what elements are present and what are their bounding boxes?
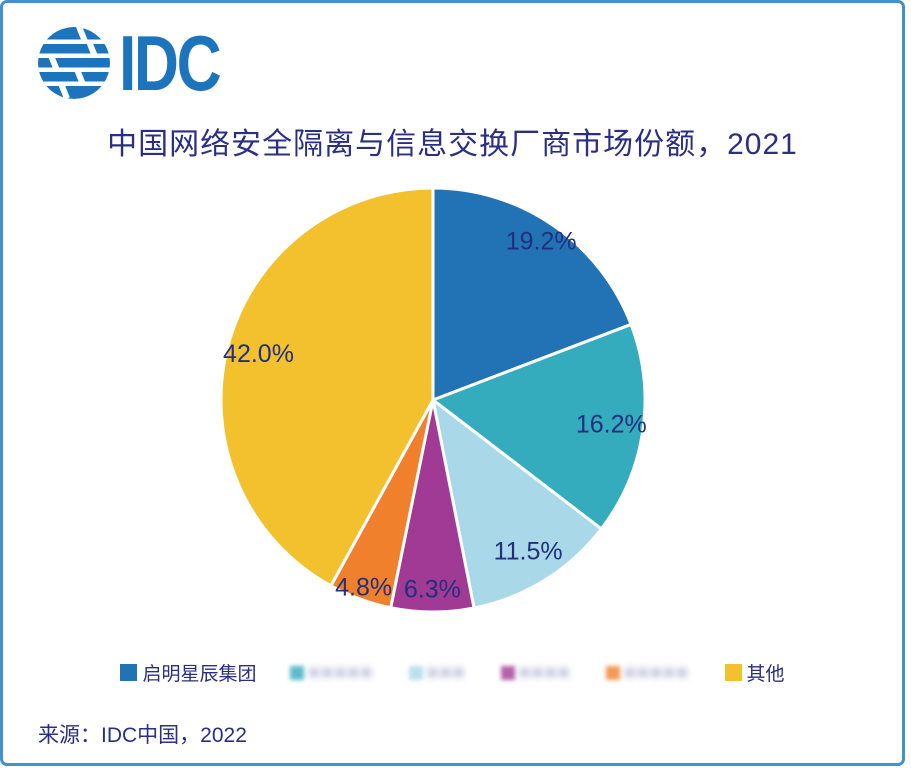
pie-chart: 19.2% 16.2% 11.5% 6.3% 4.8% 42.0% xyxy=(219,186,647,614)
legend-label-0: 启明星辰集团 xyxy=(142,664,257,685)
legend-item-2: ■■■ xyxy=(408,664,467,681)
legend-swatch-0 xyxy=(120,664,138,681)
idc-logo: IDC xyxy=(37,19,244,107)
legend-swatch-2 xyxy=(408,665,423,680)
legend-label-redacted-4: ■■■■■ xyxy=(625,664,691,681)
legend-item-4: ■■■■■ xyxy=(606,664,690,681)
legend-item-3: ■■■■ xyxy=(500,664,573,681)
pie-slice-5 xyxy=(219,186,435,588)
legend-label-5: 其他 xyxy=(746,664,785,685)
pie-slice-0 xyxy=(431,186,633,402)
pie-slice-label-5: 42.0% xyxy=(223,340,294,368)
pie-slice-label-0: 19.2% xyxy=(506,228,577,256)
pie-slice-label-2: 11.5% xyxy=(494,538,563,566)
legend-item-5: 其他 xyxy=(724,659,785,686)
chart-title: 中国网络安全隔离与信息交换厂商市场份额，2021 xyxy=(107,128,798,161)
legend-item-0: 启明星辰集团 xyxy=(120,659,256,686)
pie-slice-label-1: 16.2% xyxy=(576,411,647,439)
idc-logo-text: IDC xyxy=(119,19,222,107)
idc-globe-icon xyxy=(38,27,110,99)
legend-label-redacted-3: ■■■■ xyxy=(519,664,573,681)
legend-swatch-5 xyxy=(724,664,742,681)
legend-label-redacted-1: ■■■■■ xyxy=(309,664,375,681)
legend: 启明星辰集团 ■■■■■ ■■■ ■■■■ ■■■■■ 其他 xyxy=(3,659,902,686)
legend-swatch-1 xyxy=(290,665,305,680)
legend-swatch-3 xyxy=(500,665,515,680)
pie-slice-1 xyxy=(431,322,647,531)
legend-swatch-4 xyxy=(606,665,621,680)
source-note: 来源：IDC中国，2022 xyxy=(38,724,247,747)
pie-slice-label-3: 6.3% xyxy=(404,575,461,603)
pie-slice-label-4: 4.8% xyxy=(335,574,392,602)
legend-item-1: ■■■■■ xyxy=(290,664,374,681)
pie-slice-2 xyxy=(431,398,603,610)
legend-label-redacted-2: ■■■ xyxy=(427,664,467,681)
